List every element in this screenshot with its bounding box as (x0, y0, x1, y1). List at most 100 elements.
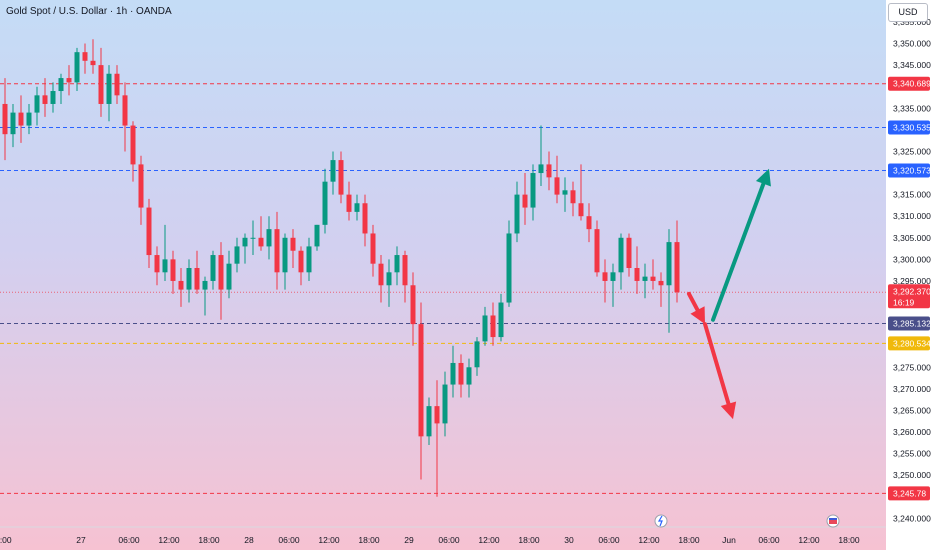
candle (58, 73, 64, 104)
candle (514, 181, 520, 243)
candle (106, 65, 112, 122)
candle (466, 358, 472, 398)
candle-body (90, 60, 96, 66)
arrow-drawing-1[interactable] (687, 291, 705, 325)
candle-body (170, 259, 176, 281)
candle-body (58, 78, 64, 92)
candle (490, 302, 496, 346)
symbol-title[interactable]: Gold Spot / U.S. Dollar · 1h · OANDA (6, 6, 172, 17)
arrow-head[interactable] (755, 168, 771, 187)
candle (34, 86, 40, 126)
candle-body (570, 190, 576, 204)
arrow-head[interactable] (720, 401, 737, 420)
candle (66, 65, 72, 96)
arrow-shaft[interactable] (703, 322, 731, 406)
candle-body (442, 384, 448, 424)
last-price-tag[interactable] (888, 284, 930, 309)
x-tick-label: 12:00 (318, 535, 340, 545)
candle-body (274, 229, 280, 273)
arrow-head[interactable] (690, 306, 705, 325)
candle-body (626, 237, 632, 268)
y-tick-label: 3,265.000 (893, 405, 931, 415)
candle-body (642, 276, 648, 281)
candle-body (282, 237, 288, 273)
candle-body (418, 324, 424, 437)
candle-body (26, 112, 32, 126)
candle (306, 237, 312, 281)
level-price-label: 3,330.535 (893, 123, 931, 133)
candle (218, 242, 224, 320)
price-axis-panel[interactable] (886, 0, 932, 550)
candle-body (34, 95, 40, 113)
candle-body (514, 194, 520, 234)
level-price-tag[interactable] (888, 120, 930, 135)
x-tick-label: 06:00 (278, 535, 300, 545)
candle (170, 250, 176, 294)
candle (330, 151, 336, 195)
candle (210, 250, 216, 290)
candle (178, 268, 184, 307)
x-tick-label: 06:00 (118, 535, 140, 545)
x-tick-label: 30 (564, 535, 574, 545)
candle (202, 276, 208, 316)
x-tick-label: 06:00 (438, 535, 460, 545)
level-price-label: 3,340.689 (893, 79, 931, 89)
level-price-tag[interactable] (888, 163, 930, 178)
candle (546, 151, 552, 191)
arrow-drawings[interactable] (687, 168, 771, 420)
candles (2, 39, 680, 497)
arrow-shaft[interactable] (711, 181, 766, 322)
candle-body (290, 237, 296, 251)
candle-body (314, 224, 320, 247)
arrow-drawing-0[interactable] (711, 168, 771, 322)
candle-body (402, 255, 408, 286)
candle-body (162, 259, 168, 273)
x-tick-label: 06:00 (758, 535, 780, 545)
event-icon-a[interactable] (654, 514, 668, 528)
candle (338, 151, 344, 204)
candle-body (482, 315, 488, 342)
candle-body (538, 164, 544, 174)
candle (650, 259, 656, 290)
candle-body (650, 276, 656, 281)
candle-body (586, 216, 592, 230)
level-price-tag[interactable] (888, 336, 930, 351)
candle-body (490, 315, 496, 338)
event-icon-b[interactable] (826, 514, 840, 528)
candle-body (330, 160, 336, 182)
candle (82, 43, 88, 74)
candle (250, 220, 256, 256)
candle (418, 302, 424, 480)
candle-body (338, 160, 344, 195)
price-axis[interactable]: 3,355.0003,350.0003,345.0003,335.0003,32… (888, 17, 931, 523)
candle-body (410, 285, 416, 325)
candle-body (186, 268, 192, 290)
y-tick-label: 3,335.000 (893, 103, 931, 113)
x-tick-label: 12:00 (0, 535, 12, 545)
candle (26, 103, 32, 135)
level-price-tag[interactable] (888, 76, 930, 91)
candle-body (98, 65, 104, 104)
candle-body (210, 255, 216, 281)
candle (626, 233, 632, 277)
time-axis[interactable]: 12:00 27 06:00 12:00 18:00 28 06:00 12:00 18:00 2… (0, 535, 860, 545)
arrow-drawing-2[interactable] (703, 322, 737, 420)
arrow-shaft[interactable] (687, 291, 700, 312)
candle-body (346, 194, 352, 212)
level-price-tag[interactable] (888, 486, 930, 501)
candle-body (82, 52, 88, 61)
candle-body (50, 91, 56, 104)
currency-button[interactable]: USD (888, 3, 928, 22)
horizontal-levels[interactable] (0, 83, 886, 494)
candle (530, 164, 536, 221)
candle-body (386, 272, 392, 286)
candle (98, 47, 104, 117)
candle-body (234, 246, 240, 264)
level-price-tag[interactable] (888, 316, 930, 331)
candle (322, 168, 328, 234)
y-tick-label: 3,250.000 (893, 470, 931, 480)
candle (522, 173, 528, 225)
x-tick-label: 27 (76, 535, 86, 545)
